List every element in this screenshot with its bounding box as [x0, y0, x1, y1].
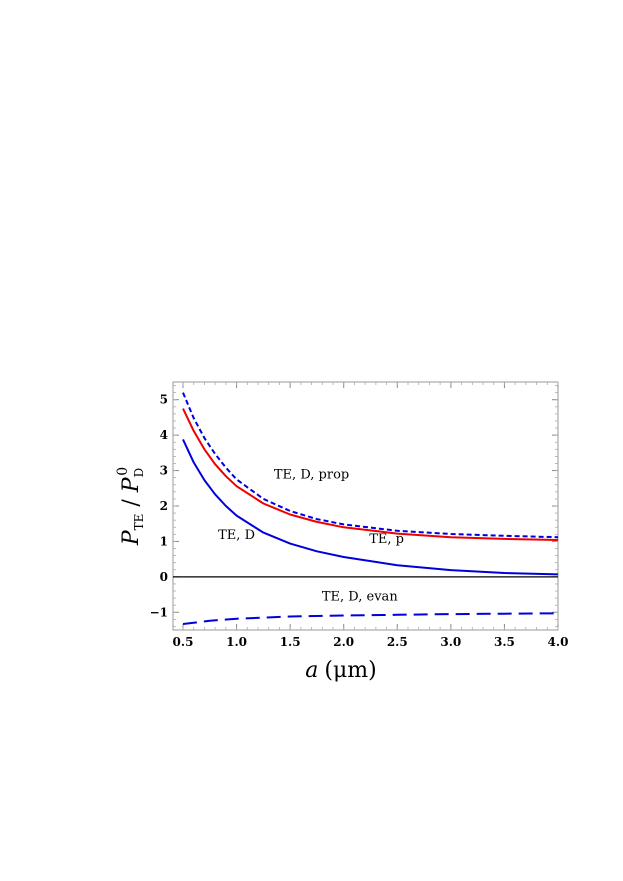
annotation-label: TE, p	[369, 532, 404, 547]
y-tick-label: 3	[160, 464, 168, 478]
x-tick-label: 1.0	[226, 635, 247, 649]
x-tick-label: 3.0	[440, 635, 461, 649]
x-axis-unit: (μm)	[324, 658, 376, 683]
series-line-te-d	[182, 438, 559, 576]
x-tick-label: 1.5	[280, 635, 301, 649]
x-axis-var: a	[305, 658, 318, 683]
x-tick-label: 0.5	[173, 635, 194, 649]
x-tick-label: 2.5	[387, 635, 408, 649]
x-tick-label: 3.5	[494, 635, 515, 649]
y-tick-label: 1	[160, 534, 168, 548]
ticks: 0.5 1.0 1.5 2.0 2.5 3.0 3.5 4.0 −1 0 1 2 3 4 5	[150, 382, 569, 649]
series-group	[173, 392, 559, 625]
y-tick-label: 2	[160, 499, 168, 513]
x-tick-label: 2.0	[333, 635, 354, 649]
y-axis-num-sub: TE	[132, 514, 146, 531]
y-axis-den-sub: D	[132, 468, 146, 478]
annotation-label: TE, D, evan	[322, 590, 398, 605]
y-axis-den: P	[119, 476, 144, 493]
y-tick-label: 5	[160, 393, 168, 407]
y-tick-label: 4	[160, 428, 168, 442]
annotation-label: TE, D, prop	[274, 467, 349, 482]
y-axis-title: PTE / PD0	[115, 467, 146, 546]
y-tick-label: −1	[150, 605, 168, 619]
series-line-te-d-prop	[182, 392, 559, 539]
y-axis-den-sup: 0	[115, 467, 131, 476]
x-tick-label: 4.0	[548, 635, 569, 649]
y-axis-num: P	[119, 529, 144, 546]
series-line-te-d-evan	[182, 612, 559, 625]
annotations: TE, D, prop TE, p TE, D TE, D, evan	[218, 467, 404, 604]
annotation-label: TE, D	[218, 528, 255, 543]
y-tick-label: 0	[160, 570, 168, 584]
series-line-te-p	[182, 408, 559, 541]
x-axis-title: a (μm)	[305, 658, 376, 683]
